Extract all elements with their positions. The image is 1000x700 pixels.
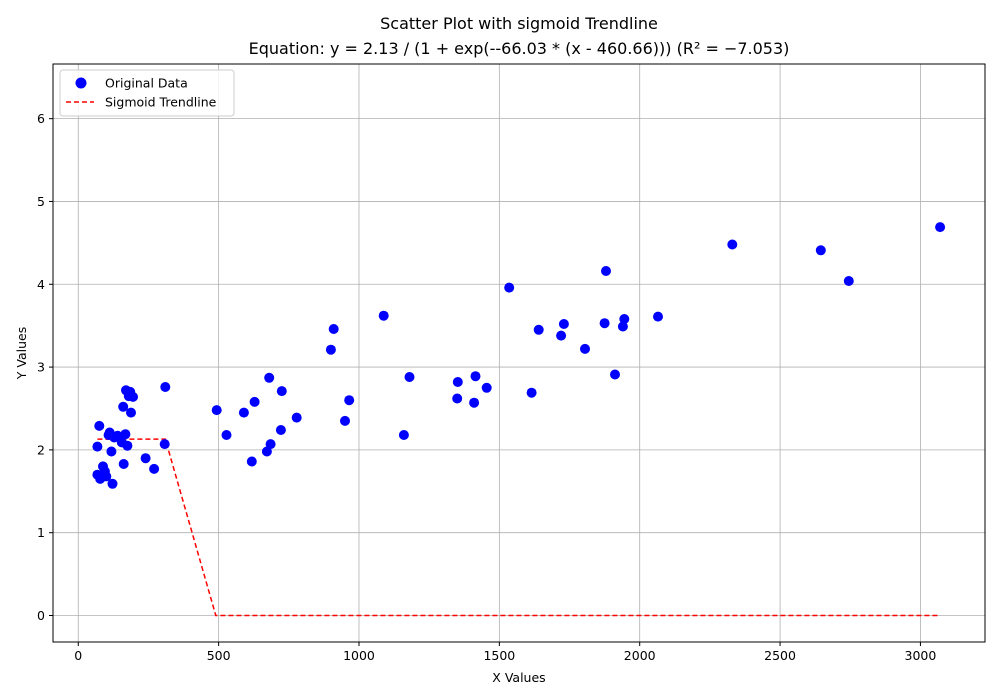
data-point: [599, 318, 610, 329]
legend-box: [59, 69, 235, 117]
data-point: [92, 441, 103, 452]
data-point: [140, 453, 151, 464]
data-point: [556, 330, 567, 341]
y-tick-label: 3: [37, 360, 45, 375]
data-point: [107, 478, 118, 489]
data-point: [619, 314, 630, 324]
y-tick-label: 0: [37, 608, 45, 623]
x-axis: 0 500 1000 1500 2000 2500 3000: [74, 642, 936, 663]
data-point: [601, 266, 611, 276]
y-axis-label: Y Values: [14, 327, 29, 380]
data-point: [264, 372, 275, 383]
legend-marker-original-data: [75, 77, 87, 89]
x-tick-label: 500: [207, 648, 231, 663]
data-point: [617, 321, 628, 332]
x-tick-label: 1000: [343, 648, 375, 663]
data-point: [727, 239, 738, 250]
data-point: [398, 430, 409, 440]
y-tick-label: 4: [37, 277, 45, 292]
y-tick-label: 1: [37, 525, 45, 540]
data-point: [246, 456, 257, 467]
data-point: [238, 407, 249, 418]
y-tick-label: 5: [37, 194, 45, 209]
data-point: [120, 429, 131, 440]
data-point: [118, 459, 129, 469]
data-point: [533, 324, 544, 335]
chart-title: Scatter Plot with sigmoid Trendline: [380, 14, 658, 33]
data-point: [160, 382, 171, 392]
chart-subtitle: Equation: y = 2.13 / (1 + exp(--66.03 * …: [249, 39, 790, 58]
data-point: [580, 343, 590, 354]
data-point: [610, 369, 620, 380]
data-point: [653, 311, 663, 322]
legend-label-sigmoid-trendline: Sigmoid Trendline: [105, 95, 217, 110]
data-point: [118, 401, 129, 412]
legend: Original Data Sigmoid Trendline: [59, 69, 235, 117]
points-layer: [92, 222, 946, 489]
data-point: [404, 372, 415, 382]
data-point: [261, 446, 272, 457]
data-point: [452, 377, 463, 387]
data-point: [325, 344, 336, 355]
data-point: [211, 405, 222, 416]
data-point: [328, 324, 339, 334]
data-point: [106, 446, 117, 457]
data-point: [276, 386, 287, 397]
data-point: [128, 391, 138, 402]
data-point: [378, 310, 389, 321]
y-tick-label: 2: [37, 442, 45, 457]
data-point: [935, 222, 946, 233]
data-point: [101, 471, 112, 482]
data-point: [344, 395, 355, 406]
data-point: [815, 245, 826, 256]
data-point: [291, 412, 302, 423]
data-point: [275, 425, 286, 435]
data-point: [122, 440, 133, 451]
data-point: [249, 396, 260, 407]
data-point: [504, 282, 515, 293]
y-tick-label: 6: [37, 111, 45, 126]
data-point: [469, 397, 480, 408]
data-point: [265, 439, 276, 450]
data-point: [126, 407, 136, 418]
data-point: [221, 430, 232, 440]
data-point: [452, 393, 463, 404]
x-axis-label: X Values: [492, 670, 545, 685]
data-point: [843, 276, 854, 286]
x-tick-label: 2000: [624, 648, 656, 663]
x-tick-label: 1500: [483, 648, 515, 663]
data-point: [470, 371, 481, 382]
trendline-layer: [97, 438, 941, 617]
data-point: [159, 439, 170, 450]
x-tick-label: 3000: [905, 648, 937, 663]
data-point: [526, 387, 537, 398]
data-point: [558, 319, 569, 329]
data-point: [340, 415, 350, 426]
y-axis: 0 1 2 3 4 5 6: [37, 111, 53, 623]
data-point: [481, 382, 492, 393]
legend-label-original-data: Original Data: [105, 76, 188, 91]
data-point: [94, 420, 105, 431]
grid: [53, 64, 985, 642]
plot-area-border: [52, 63, 986, 643]
sigmoid-trendline: [97, 438, 941, 617]
x-tick-label: 0: [74, 648, 82, 663]
data-point: [149, 463, 160, 474]
x-tick-label: 2500: [764, 648, 796, 663]
